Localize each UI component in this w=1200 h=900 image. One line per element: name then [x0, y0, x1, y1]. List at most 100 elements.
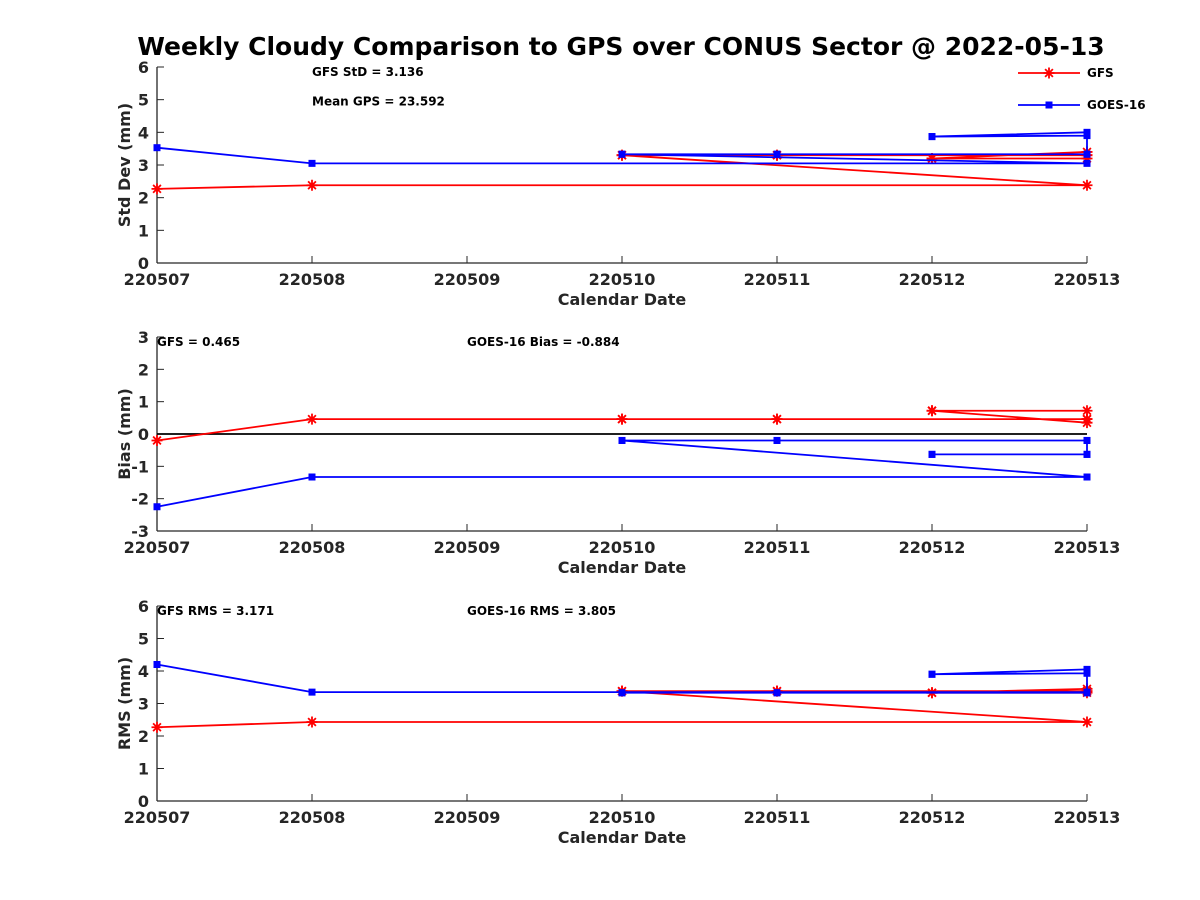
y-axis-label: Std Dev (mm): [115, 103, 134, 227]
goes-16-point: [1083, 436, 1091, 444]
gfs-point: [306, 179, 318, 191]
y-tick-label: -3: [131, 522, 149, 541]
gfs-point: [926, 152, 938, 164]
y-tick-label: -2: [131, 490, 149, 509]
goes-16-point: [773, 689, 781, 697]
y-tick-label: 6: [138, 597, 149, 616]
goes-16-point: [308, 688, 316, 696]
gfs-point: [1081, 152, 1093, 164]
goes-16-point: [1083, 665, 1091, 673]
annotation-text: Mean GPS = 23.592: [312, 94, 445, 108]
gfs-point: [926, 405, 938, 417]
y-tick-label: 3: [138, 695, 149, 714]
legend-goes-16-label: GOES-16: [1087, 98, 1146, 112]
legend-goes-16-marker: [1045, 101, 1053, 109]
goes-16-series: [153, 128, 1091, 167]
annotation-text: GFS StD = 3.136: [312, 65, 424, 79]
x-tick-label: 220510: [589, 808, 656, 827]
x-tick-label: 220508: [279, 538, 346, 557]
gfs-point: [151, 183, 163, 195]
x-tick-label: 220509: [434, 270, 501, 289]
annotation-text: GOES-16 Bias = -0.884: [467, 335, 620, 349]
x-tick-label: 220511: [744, 270, 811, 289]
x-tick-label: 220513: [1054, 808, 1121, 827]
y-tick-label: 0: [138, 425, 149, 444]
goes-16-point: [1083, 159, 1091, 167]
y-tick-label: -1: [131, 457, 149, 476]
x-tick-label: 220513: [1054, 270, 1121, 289]
goes-16-point: [153, 144, 161, 152]
x-tick-label: 220513: [1054, 538, 1121, 557]
goes-16-point: [1083, 689, 1091, 697]
x-tick-label: 220512: [899, 808, 966, 827]
x-tick-label: 220511: [744, 538, 811, 557]
goes-16-point: [1083, 669, 1091, 677]
goes-16-line: [156, 439, 1088, 508]
chart-title: Weekly Cloudy Comparison to GPS over CON…: [137, 32, 1104, 61]
gfs-point: [151, 721, 163, 733]
goes-16-point: [153, 503, 161, 511]
gfs-point: [151, 434, 163, 446]
x-tick-label: 220510: [589, 270, 656, 289]
y-axis-label: Bias (mm): [115, 388, 134, 480]
y-tick-label: 3: [138, 156, 149, 175]
annotation-text: GOES-16 RMS = 3.805: [467, 604, 616, 618]
gfs-point: [771, 413, 783, 425]
rms-panel: 220507 220508 220509 220510 220511 220512 2205…: [115, 597, 1120, 847]
gfs-point: [1081, 179, 1093, 191]
y-tick-label: 4: [138, 123, 149, 142]
y-tick-label: 0: [138, 792, 149, 811]
y-tick-label: 3: [138, 328, 149, 347]
goes-16-series: [153, 436, 1091, 511]
y-tick-label: 2: [138, 189, 149, 208]
goes-16-point: [928, 133, 936, 141]
x-axis-label: Calendar Date: [558, 828, 687, 847]
goes-16-point: [618, 150, 626, 158]
goes-16-point: [1083, 450, 1091, 458]
goes-16-point: [773, 436, 781, 444]
goes-16-point: [1083, 150, 1091, 158]
gfs-line: [156, 409, 1088, 442]
goes-16-point: [308, 473, 316, 481]
y-tick-label: 6: [138, 58, 149, 77]
y-tick-label: 0: [138, 254, 149, 273]
annotation-text: GFS = 0.465: [157, 335, 240, 349]
gfs-series: [151, 405, 1093, 446]
std-dev-panel: 220507 220508 220509 220510 220511 220512 2205…: [115, 58, 1120, 309]
x-tick-label: 220507: [124, 808, 191, 827]
gfs-point: [616, 413, 628, 425]
gfs-point: [1081, 405, 1093, 417]
x-tick-label: 220507: [124, 538, 191, 557]
goes-16-point: [308, 159, 316, 167]
y-tick-label: 1: [138, 221, 149, 240]
goes-16-point: [1083, 473, 1091, 481]
annotation-text: GFS RMS = 3.171: [157, 604, 274, 618]
y-tick-label: 2: [138, 727, 149, 746]
legend: GFS GOES-16: [1018, 66, 1146, 112]
y-tick-label: 2: [138, 360, 149, 379]
goes-16-series: [153, 661, 1091, 697]
x-tick-label: 220508: [279, 270, 346, 289]
x-axis-label: Calendar Date: [558, 558, 687, 577]
y-tick-label: 5: [138, 630, 149, 649]
goes-16-point: [1083, 132, 1091, 140]
x-tick-label: 220508: [279, 808, 346, 827]
gfs-point: [1081, 417, 1093, 429]
goes-16-point: [773, 150, 781, 158]
goes-16-point: [928, 450, 936, 458]
x-tick-label: 220507: [124, 270, 191, 289]
x-tick-label: 220510: [589, 538, 656, 557]
x-tick-label: 220509: [434, 808, 501, 827]
y-tick-label: 1: [138, 760, 149, 779]
x-tick-label: 220511: [744, 808, 811, 827]
gfs-point: [1081, 716, 1093, 728]
x-tick-label: 220509: [434, 538, 501, 557]
y-tick-label: 4: [138, 662, 149, 681]
x-tick-label: 220512: [899, 538, 966, 557]
bias-panel: 220507 220508 220509 220510 220511 220512 2205…: [115, 328, 1120, 577]
gfs-point: [306, 413, 318, 425]
gfs-point: [306, 716, 318, 728]
y-axis-label: RMS (mm): [115, 657, 134, 750]
legend-gfs-label: GFS: [1087, 66, 1114, 80]
